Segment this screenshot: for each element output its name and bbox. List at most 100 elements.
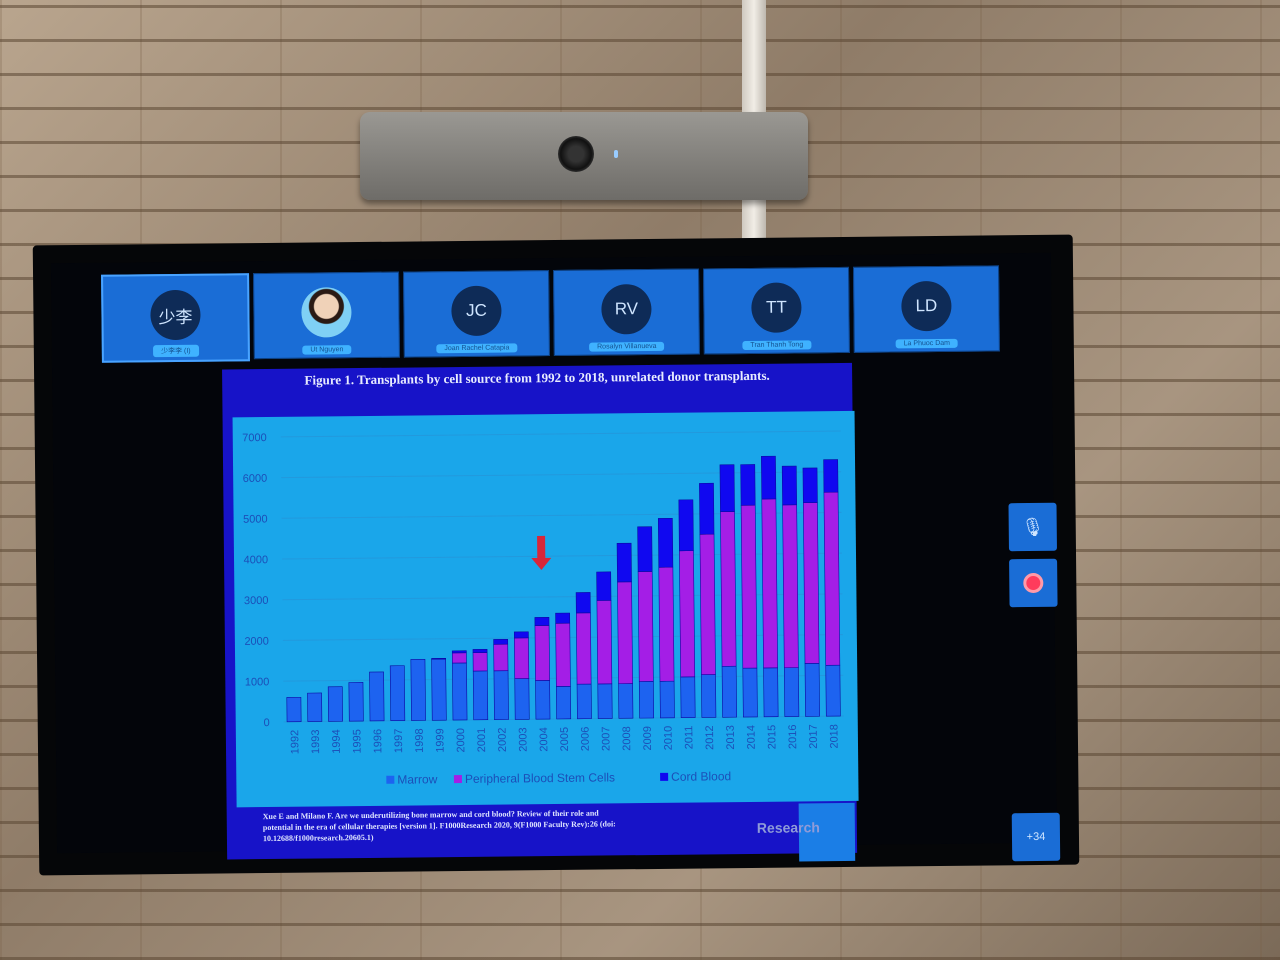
bar-peripheral-blood-stem-cells <box>740 504 758 669</box>
camera-led <box>614 150 618 158</box>
bar-marrow <box>410 659 426 721</box>
bar-peripheral-blood-stem-cells <box>575 612 592 685</box>
y-tick-label: 4000 <box>243 554 268 566</box>
bar-peripheral-blood-stem-cells <box>637 571 654 682</box>
x-tick-label: 2001 <box>476 728 488 753</box>
mic-off-icon: 🎙 <box>1021 516 1045 537</box>
bar-marrow <box>618 683 634 719</box>
y-tick-label: 5000 <box>243 513 268 525</box>
x-tick-label: 1997 <box>393 729 405 754</box>
bar-marrow <box>576 683 592 720</box>
bar-peripheral-blood-stem-cells <box>658 566 675 682</box>
red-down-arrow-icon <box>531 535 552 570</box>
bar-marrow <box>659 680 675 719</box>
legend-label: Marrow <box>397 772 437 786</box>
bar-cord-blood <box>740 464 756 506</box>
x-tick-label: 2003 <box>517 727 529 752</box>
brand-text: Research <box>756 819 820 836</box>
avatar: LD <box>901 280 952 332</box>
bar-marrow <box>742 667 758 718</box>
bar-marrow <box>286 696 302 723</box>
legend-swatch <box>386 775 395 784</box>
y-tick-label: 6000 <box>243 473 268 485</box>
bar-marrow <box>514 678 530 720</box>
participant-name: La Phuoc Dam <box>895 338 959 349</box>
bar-marrow <box>348 682 364 722</box>
legend-swatch <box>453 774 462 784</box>
x-tick-label: 1993 <box>310 729 322 754</box>
bar-marrow <box>307 692 323 722</box>
x-tick-label: 2006 <box>580 727 592 752</box>
bar-peripheral-blood-stem-cells <box>720 511 737 667</box>
x-tick-label: 1998 <box>414 728 426 753</box>
x-tick-label: 1999 <box>434 728 446 753</box>
participant-strip: 少李 少李李 (I) Ut Nguyen JC Joan Rachel Catapia R… <box>101 265 1000 363</box>
x-tick-label: 2007 <box>600 726 612 751</box>
bar-marrow <box>535 680 551 720</box>
bar-peripheral-blood-stem-cells <box>617 581 633 685</box>
participant-name: Rosalyn Villanueva <box>589 341 665 352</box>
bar-marrow <box>680 676 696 719</box>
bar-peripheral-blood-stem-cells <box>493 643 509 672</box>
bar-cord-blood <box>513 631 529 639</box>
x-tick-label: 2010 <box>662 726 674 751</box>
bar-peripheral-blood-stem-cells <box>472 652 488 672</box>
y-tick-label: 0 <box>264 717 270 729</box>
bar-cord-blood <box>761 455 777 500</box>
x-tick-label: 2008 <box>621 726 633 751</box>
participant-name: Ut Nguyen <box>302 345 352 355</box>
x-tick-label: 2009 <box>642 726 654 751</box>
x-tick-label: 2015 <box>766 725 778 750</box>
slide-title: Figure 1. Transplants by cell source fro… <box>304 367 770 388</box>
avatar: 少李 <box>150 289 201 341</box>
bar-cord-blood <box>781 465 797 506</box>
x-tick-label: 2013 <box>725 725 737 750</box>
bar-cord-blood <box>637 526 653 572</box>
avatar <box>301 287 352 338</box>
bar-marrow <box>452 662 468 721</box>
bar-marrow <box>369 671 385 722</box>
participant-tile[interactable]: TT Tran Thanh Tong <box>703 266 850 355</box>
participant-tile[interactable]: JC Joan Rachel Catapia <box>403 270 550 358</box>
bar-cord-blood <box>802 467 818 503</box>
gridline <box>282 593 843 601</box>
bar-marrow <box>597 683 613 719</box>
x-tick-label: 2005 <box>559 727 571 752</box>
bar-marrow <box>783 667 800 717</box>
y-tick-label: 1000 <box>245 676 270 688</box>
bar-cord-blood <box>596 571 612 601</box>
record-button[interactable] <box>1009 558 1058 608</box>
bar-marrow <box>431 658 447 721</box>
x-tick-label: 2011 <box>683 726 695 750</box>
bar-marrow <box>493 670 509 720</box>
webcam <box>360 112 808 200</box>
bar-cord-blood <box>616 542 632 583</box>
bar-cord-blood <box>678 499 694 552</box>
x-tick-label: 1994 <box>331 729 343 754</box>
avatar: TT <box>751 282 802 333</box>
mic-off-button[interactable]: 🎙 <box>1008 502 1057 552</box>
bar-peripheral-blood-stem-cells <box>679 550 696 678</box>
legend-swatch <box>660 772 669 781</box>
bar-marrow <box>825 664 841 717</box>
bar-peripheral-blood-stem-cells <box>451 652 467 664</box>
participant-tile[interactable]: 少李 少李李 (I) <box>101 273 250 363</box>
bar-peripheral-blood-stem-cells <box>596 600 613 685</box>
participant-tile[interactable]: Ut Nguyen <box>253 271 400 360</box>
gridline <box>281 471 842 479</box>
participant-tile[interactable]: LD La Phuoc Dam <box>852 265 1000 353</box>
bar-cord-blood <box>534 616 550 626</box>
bar-marrow <box>389 665 406 722</box>
bar-marrow <box>472 670 489 721</box>
participant-tile[interactable]: RV Rosalyn Villanueva <box>553 268 700 357</box>
x-tick-label: 1996 <box>372 729 384 754</box>
avatar: JC <box>451 285 502 337</box>
bar-peripheral-blood-stem-cells <box>514 637 530 680</box>
bar-peripheral-blood-stem-cells <box>555 622 571 687</box>
bar-peripheral-blood-stem-cells <box>699 533 716 676</box>
more-count: +34 <box>1026 830 1046 844</box>
bar-peripheral-blood-stem-cells <box>761 498 778 669</box>
more-participants-button[interactable]: +34 <box>1011 812 1061 862</box>
x-tick-label: 2016 <box>787 724 799 749</box>
bar-peripheral-blood-stem-cells <box>782 504 799 669</box>
